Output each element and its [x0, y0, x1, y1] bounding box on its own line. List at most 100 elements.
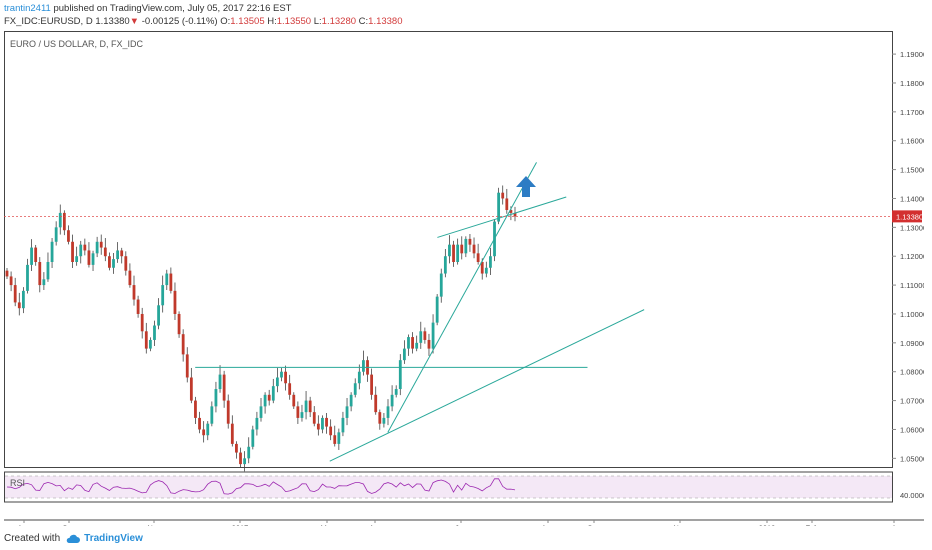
price-tick-label: 1.06000: [900, 425, 924, 434]
price-tick-label: 1.19000: [900, 50, 924, 59]
candle-body: [75, 256, 79, 262]
candle-body: [120, 250, 124, 257]
created-with-label: Created with: [4, 533, 61, 544]
candle: [230, 415, 234, 447]
candle-body: [181, 334, 185, 355]
ohlc-line: FX_IDC:EURUSD, D 1.13380▼ -0.00125 (-0.1…: [4, 15, 403, 28]
candle: [108, 252, 111, 271]
time-tick-label: A: [891, 524, 896, 526]
tradingview-brand: TradingView: [84, 533, 143, 544]
candle-body: [353, 383, 357, 395]
candle-body: [153, 325, 156, 340]
candle-body: [456, 244, 460, 262]
time-tick-label: Sep: [62, 524, 75, 526]
candle: [439, 268, 443, 303]
footer: Created with TradingView: [4, 533, 143, 544]
publish-line: trantin2411 published on TradingView.com…: [4, 2, 292, 15]
candle-body: [222, 374, 226, 401]
candle-body: [390, 394, 394, 407]
price-pane-border: [4, 31, 893, 468]
candle-body: [349, 394, 353, 407]
candle: [513, 206, 517, 222]
candle: [116, 242, 120, 263]
author-link[interactable]: trantin2411: [4, 3, 51, 14]
candle-body: [333, 435, 337, 444]
candle: [165, 269, 169, 291]
candle-body: [386, 406, 390, 418]
cloud-icon: [66, 534, 81, 543]
candle: [83, 238, 87, 256]
candle-body: [284, 371, 287, 384]
candle-body: [136, 299, 140, 314]
tradingview-logo[interactable]: TradingView: [66, 533, 143, 544]
candle-body: [468, 238, 472, 245]
candle: [21, 287, 25, 314]
candle-body: [411, 337, 414, 349]
candle-body: [378, 412, 382, 424]
price-tick-label: 1.10000: [900, 310, 924, 319]
candle: [468, 233, 472, 252]
candle: [173, 282, 177, 321]
price-tick-label: 1.08000: [900, 368, 924, 377]
candle: [157, 298, 160, 330]
price-tick-label: 1.05000: [900, 454, 924, 463]
price-tick-label: 1.14000: [900, 194, 924, 203]
time-tick-label: Aug: [541, 524, 554, 526]
high-label: H:: [267, 16, 277, 27]
candle-body: [435, 296, 439, 323]
candle: [333, 425, 337, 447]
candle: [443, 249, 447, 278]
candle-body: [148, 339, 152, 349]
candlestick-series: [5, 185, 517, 472]
candle: [431, 314, 435, 354]
candle-body: [316, 423, 320, 430]
candle-body: [443, 256, 447, 274]
time-tick-label: Apr: [369, 524, 381, 526]
time-tick-label: Nov: [673, 524, 687, 526]
rsi-band: [5, 476, 892, 498]
candle-body: [362, 360, 365, 372]
candle: [120, 247, 124, 264]
candle-body: [484, 267, 488, 274]
candle-body: [398, 360, 402, 390]
candle-body: [239, 452, 242, 465]
candle-body: [259, 406, 263, 418]
candle-body: [34, 247, 38, 262]
candle-body: [140, 313, 144, 332]
price-tick-label: 1.16000: [900, 137, 924, 146]
candle: [38, 257, 42, 293]
price-axis[interactable]: 1.19000 1.18000 1.17000 1.16000 1.15000 1.140…: [892, 50, 927, 463]
rsi-pane-border: [4, 471, 893, 503]
candle-body: [38, 261, 42, 286]
candle-body: [198, 417, 201, 430]
candle: [222, 370, 226, 408]
candle-body: [505, 198, 509, 211]
candle-body: [67, 230, 70, 242]
chart-area[interactable]: 1.13380 40.0000 1.190001.180001.170001.1…: [4, 31, 927, 533]
candle: [341, 411, 345, 437]
up-arrow-icon: [516, 176, 536, 198]
candle-body: [374, 394, 378, 413]
candle: [308, 396, 312, 418]
candle-body: [255, 417, 259, 430]
candle-body: [99, 241, 103, 248]
candle-body: [452, 244, 455, 262]
candle-body: [288, 383, 292, 395]
candle-body: [95, 241, 99, 254]
time-tick-label: Mar: [321, 524, 334, 526]
low-label: L:: [313, 16, 322, 27]
rsi-level-label: 40.0000: [900, 491, 924, 500]
candle: [75, 246, 79, 266]
candle: [161, 275, 165, 313]
candle-body: [308, 400, 312, 413]
candle-body: [9, 276, 13, 286]
candle-body: [357, 371, 361, 384]
candle-body: [50, 241, 54, 262]
price-change: -0.00125 (-0.11%): [141, 16, 218, 27]
candle: [79, 240, 83, 264]
candle: [378, 409, 382, 430]
candle-body: [91, 253, 95, 265]
price-chart[interactable]: 1.13380 40.0000 1.190001.180001.170001.1…: [4, 31, 927, 533]
candle: [448, 235, 451, 264]
candle-body: [206, 423, 210, 436]
